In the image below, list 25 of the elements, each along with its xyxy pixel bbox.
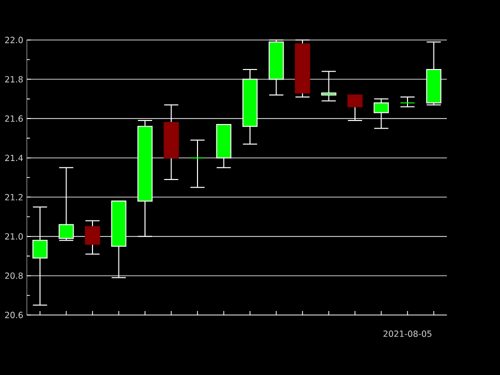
candlestick — [111, 200, 126, 278]
y-tick-label: 21.4 — [5, 154, 23, 161]
y-tick-label: 21.0 — [5, 233, 23, 240]
candlestick — [137, 120, 153, 237]
y-tick-label: 21.2 — [5, 194, 23, 200]
candlestick — [242, 68, 258, 145]
candlestick — [400, 96, 416, 108]
candlestick — [374, 98, 389, 129]
candlestick — [190, 140, 206, 188]
y-tick-label: 22.0 — [5, 36, 23, 44]
y-tick-label: 20.6 — [5, 312, 23, 318]
candlestick — [58, 167, 74, 241]
candlestick — [347, 94, 363, 122]
candlestick — [294, 39, 310, 98]
candlestick — [32, 206, 48, 306]
candlestick — [216, 124, 232, 168]
x-tick-label: 2021-08-05 — [384, 330, 432, 337]
candlestick — [426, 41, 442, 106]
y-tick-label: 21.6 — [5, 115, 23, 122]
candlestick — [268, 39, 284, 96]
y-tick-label: 20.8 — [5, 272, 23, 279]
candlestick — [84, 220, 100, 255]
candlestick — [321, 70, 336, 102]
candlestick — [164, 104, 179, 180]
y-tick-label: 21.8 — [5, 76, 23, 82]
